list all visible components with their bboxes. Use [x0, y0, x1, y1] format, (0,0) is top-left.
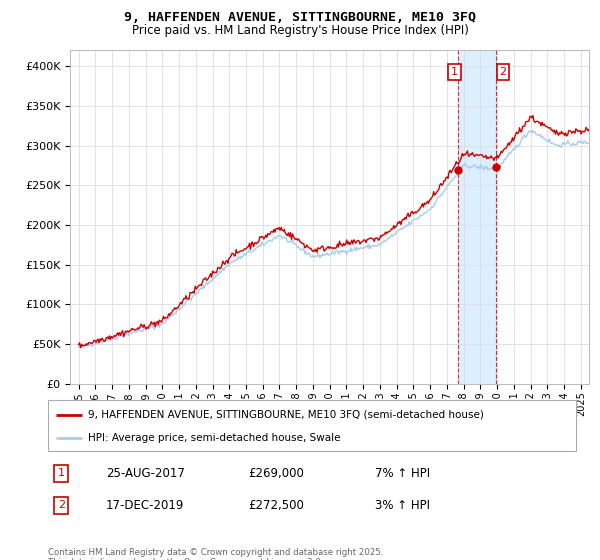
- Text: 2: 2: [500, 67, 507, 77]
- Text: HPI: Average price, semi-detached house, Swale: HPI: Average price, semi-detached house,…: [88, 433, 340, 443]
- Text: £269,000: £269,000: [248, 467, 305, 480]
- Text: 25-AUG-2017: 25-AUG-2017: [106, 467, 185, 480]
- Text: 9, HAFFENDEN AVENUE, SITTINGBOURNE, ME10 3FQ (semi-detached house): 9, HAFFENDEN AVENUE, SITTINGBOURNE, ME10…: [88, 409, 484, 419]
- Text: 3% ↑ HPI: 3% ↑ HPI: [376, 498, 430, 512]
- Text: £272,500: £272,500: [248, 498, 305, 512]
- FancyBboxPatch shape: [48, 400, 576, 451]
- Bar: [458, 50, 496, 384]
- Text: 9, HAFFENDEN AVENUE, SITTINGBOURNE, ME10 3FQ: 9, HAFFENDEN AVENUE, SITTINGBOURNE, ME10…: [124, 11, 476, 24]
- Text: 17-DEC-2019: 17-DEC-2019: [106, 498, 184, 512]
- Text: 1: 1: [58, 468, 65, 478]
- Text: Contains HM Land Registry data © Crown copyright and database right 2025.
This d: Contains HM Land Registry data © Crown c…: [48, 548, 383, 560]
- Text: 7% ↑ HPI: 7% ↑ HPI: [376, 467, 430, 480]
- Text: 2: 2: [58, 500, 65, 510]
- Text: Price paid vs. HM Land Registry's House Price Index (HPI): Price paid vs. HM Land Registry's House …: [131, 24, 469, 36]
- Text: 1: 1: [451, 67, 458, 77]
